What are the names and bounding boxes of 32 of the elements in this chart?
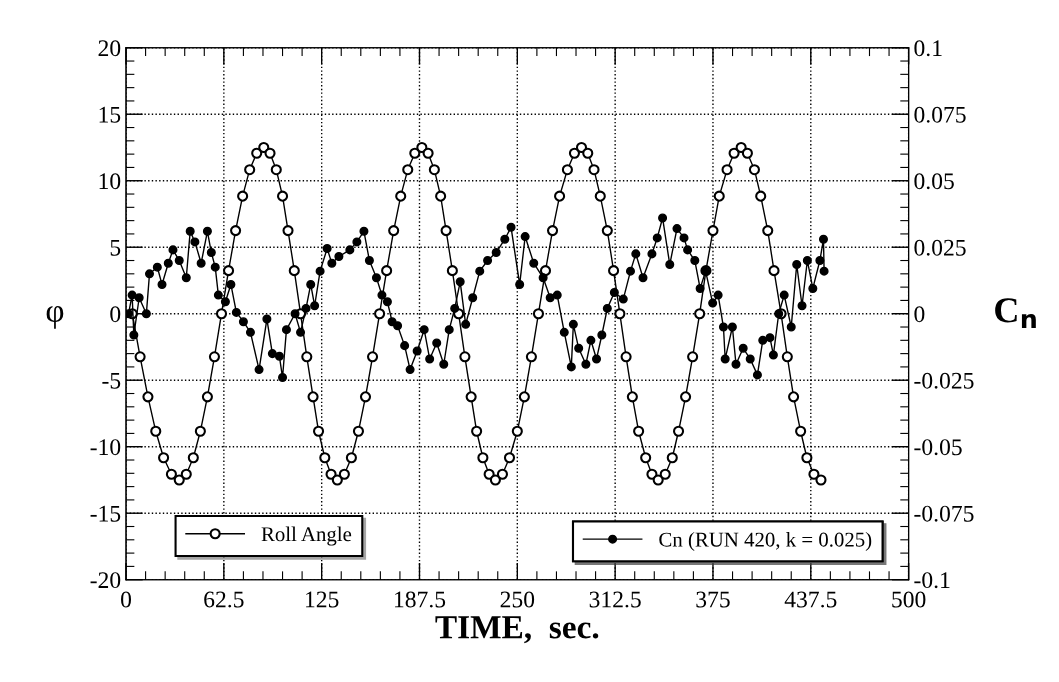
y-tick-label: 5 [110, 239, 121, 256]
y-tick-label: -20 [90, 572, 121, 589]
x-tick-label: 0 [121, 591, 132, 608]
x-tick-label: 312.5 [589, 591, 641, 608]
x-tick-label: 500 [892, 591, 926, 608]
y-tick-label: 15 [99, 106, 121, 123]
x-tick-label: 375 [696, 591, 730, 608]
y2-tick-label: 0.025 [914, 239, 966, 256]
y2-tick-label: -0.05 [914, 439, 962, 456]
y2-tick-label: 0.075 [914, 106, 966, 123]
y2-tick-label: 0.05 [914, 173, 954, 190]
y2-tick-label: -0.025 [914, 372, 974, 389]
y-tick-label: 20 [98, 40, 121, 57]
legend-label: Roll Angle [261, 526, 352, 546]
y2-tick-label: -0.075 [914, 505, 974, 522]
x-tick-label: 125 [306, 591, 339, 608]
y2-tick-label: 0.1 [914, 40, 942, 57]
y-tick-label: 10 [99, 173, 121, 190]
y2-axis-title: C$_{n}$ [995, 298, 1036, 329]
y2-tick-label: -0.1 [914, 572, 950, 589]
y-axis-title: φ [46, 306, 64, 329]
x-tick-label: 187.5 [395, 591, 446, 608]
y-tick-label: 0 [110, 306, 121, 323]
x-axis-title: TIME, sec. [435, 616, 599, 644]
y-tick-label: -5 [102, 372, 121, 389]
x-tick-label: 62.5 [204, 591, 244, 608]
y-tick-label: -15 [90, 505, 121, 522]
x-tick-label: 437.5 [784, 591, 837, 608]
y2-tick-label: 0 [914, 306, 925, 323]
legend-label: Cn (RUN 420, k = 0.025) [659, 531, 872, 551]
y-tick-label: -10 [90, 439, 121, 456]
x-tick-label: 250 [500, 591, 535, 608]
